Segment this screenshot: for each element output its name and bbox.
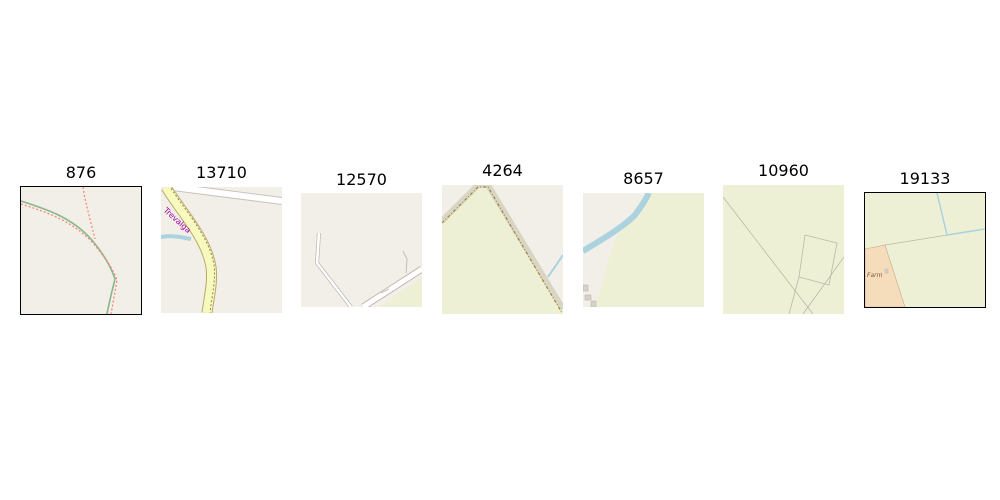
map-graphic [583, 193, 704, 307]
map-tile-1: 876 [20, 164, 142, 316]
track [315, 232, 352, 307]
tile-title: 4264 [482, 161, 523, 180]
map-tile-6: 10960 [723, 162, 844, 315]
tile-title: 13710 [196, 163, 247, 182]
map-image: Trevalga [161, 187, 282, 313]
map-image: Farm [864, 192, 986, 308]
map-tile-5: 8657 [583, 170, 704, 308]
tile-title: 10960 [758, 161, 809, 180]
tile-title: 8657 [623, 169, 664, 188]
place-label: Farm [867, 272, 883, 279]
map-tile-4: 4264 [442, 162, 563, 315]
road [172, 187, 282, 204]
map-graphic: Farm [865, 193, 985, 307]
farmland [595, 193, 704, 307]
stream [161, 234, 192, 241]
map-image [442, 185, 563, 314]
map-image [20, 186, 142, 315]
stream [547, 254, 563, 278]
map-graphic [21, 187, 141, 314]
map-graphic [442, 185, 563, 314]
map-tile-7: 19133 Farm [864, 170, 986, 309]
tile-title: 876 [65, 163, 97, 182]
road-yellow [162, 187, 216, 313]
map-image [723, 185, 844, 314]
stream [936, 193, 985, 236]
map-image [301, 193, 422, 307]
map-graphic: Trevalga [161, 187, 282, 313]
map-graphic [301, 193, 422, 307]
farmland [723, 185, 844, 314]
tile-title: 12570 [336, 170, 387, 189]
map-image [583, 193, 704, 307]
farmyard [865, 244, 906, 307]
map-tile-3: 12570 [301, 171, 422, 308]
river [583, 193, 652, 254]
tile-title: 19133 [899, 169, 951, 188]
field-boundary [723, 196, 814, 314]
farmland [379, 277, 422, 307]
road [361, 266, 422, 307]
footpath [21, 203, 118, 314]
farmland [442, 185, 563, 314]
map-graphic [723, 185, 844, 314]
boundary-line [442, 186, 563, 314]
map-tile-2: 13710 Trevalga [161, 164, 282, 314]
